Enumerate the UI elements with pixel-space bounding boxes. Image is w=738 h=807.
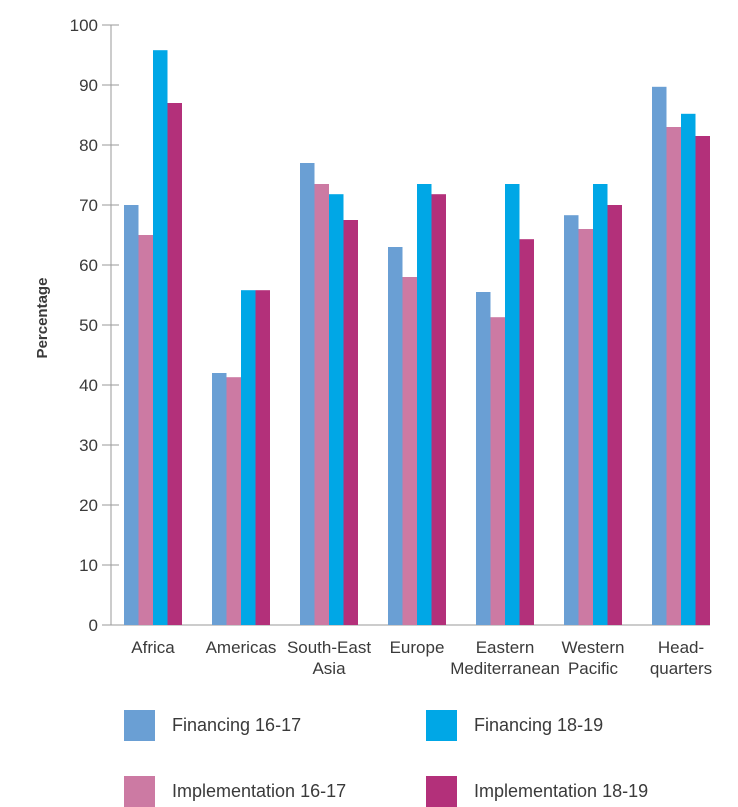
bar: [695, 136, 710, 625]
legend-label: Implementation 16-17: [172, 781, 347, 801]
bar: [343, 220, 358, 625]
y-tick-label: 80: [79, 136, 98, 155]
bar: [167, 103, 182, 625]
x-tick-label: Western: [562, 638, 625, 657]
bar: [490, 317, 505, 625]
bar: [138, 235, 153, 625]
x-tick-label: Mediterranean: [450, 659, 560, 678]
y-axis-title: Percentage: [34, 278, 51, 359]
bar: [212, 373, 227, 625]
bar: [314, 184, 329, 625]
bar: [505, 184, 520, 625]
bar: [300, 163, 315, 625]
y-tick-label: 10: [79, 556, 98, 575]
bar: [681, 113, 696, 626]
bar: [607, 205, 622, 625]
y-tick-label: 60: [79, 256, 98, 275]
legend-item-implementation-16-17: Implementation 16-17: [124, 776, 346, 807]
bar: [153, 50, 168, 625]
bar: [519, 239, 534, 625]
legend-item-financing-18-19: Financing 18-19: [426, 710, 603, 741]
y-tick-label: 50: [79, 316, 98, 335]
x-tick-label: Eastern: [476, 638, 535, 657]
bar: [476, 292, 491, 625]
x-tick-label: quarters: [650, 659, 712, 678]
legend-swatch: [124, 776, 155, 807]
x-tick-label: Americas: [206, 638, 277, 657]
bar-chart: 0 10 20 30 40 50 60 70 80 90 100 Percentage Africa Am…: [34, 16, 712, 678]
bar: [666, 127, 681, 625]
y-tick-label: 40: [79, 376, 98, 395]
bar: [255, 290, 270, 625]
y-tick-label: 100: [70, 16, 98, 35]
y-tick-label: 90: [79, 76, 98, 95]
bar: [124, 205, 139, 625]
legend-swatch: [124, 710, 155, 741]
y-tick-label: 0: [89, 616, 98, 635]
y-tick-label: 20: [79, 496, 98, 515]
bar: [226, 377, 241, 625]
bar: [578, 229, 593, 625]
legend-label: Financing 16-17: [172, 715, 302, 735]
bar: [402, 277, 417, 625]
x-tick-label: South-East: [287, 638, 371, 657]
bar: [388, 247, 403, 625]
bar: [417, 184, 432, 625]
y-tick-label: 70: [79, 196, 98, 215]
legend-swatch: [426, 776, 457, 807]
x-tick-label: Asia: [312, 659, 346, 678]
x-tick-label: Pacific: [568, 659, 619, 678]
x-tick-label: Europe: [390, 638, 445, 657]
bar: [329, 194, 344, 625]
bar: [431, 194, 446, 625]
legend-item-implementation-18-19: Implementation 18-19: [426, 776, 648, 807]
legend-label: Financing 18-19: [474, 715, 604, 735]
legend-label: Implementation 18-19: [474, 781, 649, 801]
bar: [241, 290, 256, 625]
bar: [564, 215, 579, 625]
x-tick-label: Africa: [131, 638, 175, 657]
bar: [593, 184, 608, 625]
y-tick-label: 30: [79, 436, 98, 455]
x-tick-label: Head-: [658, 638, 704, 657]
legend-swatch: [426, 710, 457, 741]
bar: [652, 86, 667, 626]
legend-item-financing-16-17: Financing 16-17: [124, 710, 301, 741]
